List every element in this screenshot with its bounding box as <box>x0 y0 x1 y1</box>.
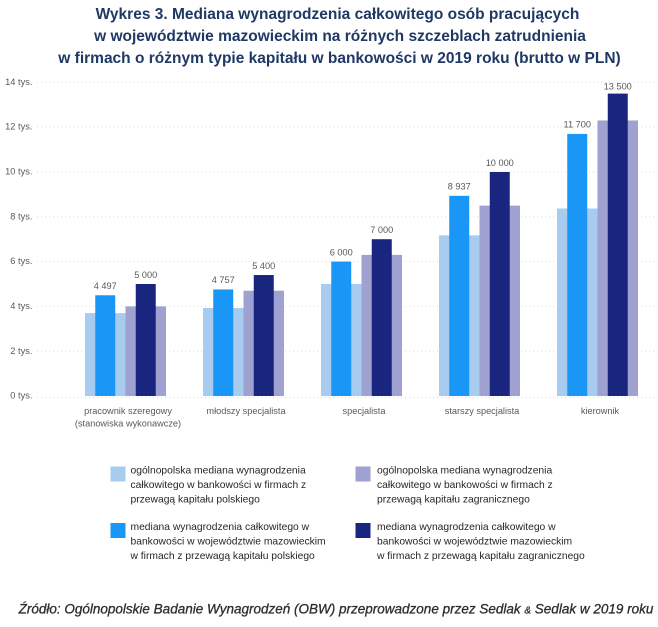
svg-text:ogólnopolska mediana wynagrodz: ogólnopolska mediana wynagrodzenia <box>131 466 306 477</box>
svg-text:4 757: 4 757 <box>212 275 235 285</box>
svg-text:ogólnopolska mediana wynagrodz: ogólnopolska mediana wynagrodzenia <box>377 466 552 477</box>
svg-text:młodszy specjalista: młodszy specjalista <box>206 406 286 416</box>
svg-text:w firmach z przewagą kapitału: w firmach z przewagą kapitału polskiego <box>130 551 316 562</box>
svg-text:Wykres 3. Mediana wynagrodzeni: Wykres 3. Mediana wynagrodzenia całkowit… <box>96 6 580 23</box>
svg-text:całkowitego w bankowości w fir: całkowitego w bankowości w firmach z <box>377 480 553 491</box>
svg-text:przewagą kapitału zagraniczneg: przewagą kapitału zagranicznego <box>377 495 530 506</box>
svg-text:kierownik: kierownik <box>581 406 620 416</box>
svg-text:pracownik szeregowy: pracownik szeregowy <box>84 406 172 416</box>
svg-text:4 tys.: 4 tys. <box>10 301 32 311</box>
svg-text:w firmach z przewagą kapitału: w firmach z przewagą kapitału zagraniczn… <box>376 551 585 562</box>
svg-text:5 000: 5 000 <box>134 270 157 280</box>
svg-text:10 000: 10 000 <box>486 158 514 168</box>
svg-text:bankowości w województwie mazo: bankowości w województwie mazowieckim <box>131 537 326 548</box>
svg-text:13 500: 13 500 <box>604 81 632 91</box>
svg-text:11 700: 11 700 <box>564 120 591 130</box>
svg-text:w firmach o różnym typie kapit: w firmach o różnym typie kapitału w bank… <box>57 50 620 67</box>
svg-text:2 tys.: 2 tys. <box>10 346 32 356</box>
svg-text:przewagą kapitału polskiego: przewagą kapitału polskiego <box>131 495 261 506</box>
svg-text:8 tys.: 8 tys. <box>10 211 32 221</box>
svg-text:bankowości w województwie mazo: bankowości w województwie mazowieckim <box>377 537 572 548</box>
svg-text:8 937: 8 937 <box>448 182 471 192</box>
svg-text:5 400: 5 400 <box>252 261 275 271</box>
svg-text:mediana wynagrodzenia całkowit: mediana wynagrodzenia całkowitego w <box>131 522 310 533</box>
svg-text:(stanowiska wykonawcze): (stanowiska wykonawcze) <box>75 419 181 429</box>
svg-text:6 000: 6 000 <box>330 247 353 257</box>
svg-text:starszy specjalista: starszy specjalista <box>445 406 520 416</box>
svg-text:Źródło: Ogólnopolskie Badanie: Źródło: Ogólnopolskie Badanie Wynagrodze… <box>18 602 654 617</box>
svg-text:10 tys.: 10 tys. <box>5 167 32 177</box>
svg-text:4 497: 4 497 <box>94 281 117 291</box>
svg-text:7 000: 7 000 <box>370 225 393 235</box>
svg-text:całkowitego w bankowości w fir: całkowitego w bankowości w firmach z <box>131 480 307 491</box>
svg-text:0 tys.: 0 tys. <box>10 391 32 401</box>
svg-text:14 tys.: 14 tys. <box>5 77 32 87</box>
svg-text:mediana wynagrodzenia całkowit: mediana wynagrodzenia całkowitego w <box>377 522 556 533</box>
svg-text:w województwie mazowieckim na: w województwie mazowieckim na różnych sz… <box>93 28 586 45</box>
svg-text:specjalista: specjalista <box>343 406 387 416</box>
svg-text:12 tys.: 12 tys. <box>5 122 32 132</box>
svg-text:6 tys.: 6 tys. <box>10 256 32 266</box>
